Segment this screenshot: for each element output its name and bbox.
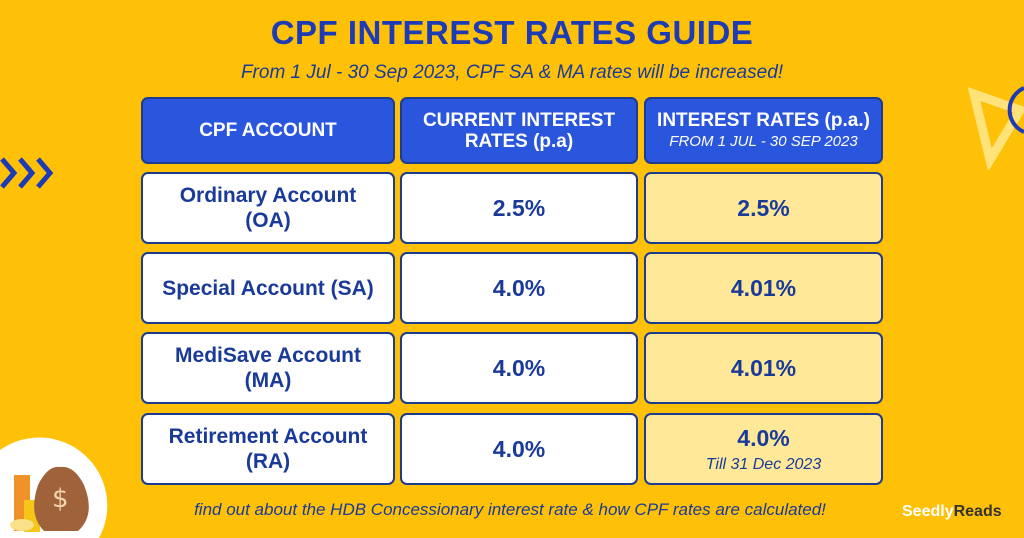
footer-link-text[interactable]: find out about the HDB Concessionary int… xyxy=(194,500,826,519)
rate-note: Till 31 Dec 2023 xyxy=(705,455,822,473)
chevrons-icon xyxy=(0,157,54,189)
brand-logo: SeedlyReads xyxy=(902,503,1002,520)
header-sublabel: FROM 1 JUL - 30 SEP 2023 xyxy=(669,132,858,150)
account-name: Ordinary Account (OA) xyxy=(179,184,357,232)
svg-text:$: $ xyxy=(52,484,69,514)
new-rate-cell: 4.01% xyxy=(644,332,883,404)
subtitle: From 1 Jul - 30 Sep 2023, CPF SA & MA ra… xyxy=(240,62,784,83)
new-rate-cell: 2.5% xyxy=(644,172,883,244)
account-cell: Retirement Account (RA) xyxy=(141,413,395,485)
header-new-rates: INTEREST RATES (p.a.) FROM 1 JUL - 30 SEP… xyxy=(644,97,883,164)
account-cell: MediSave Account (MA) xyxy=(141,332,395,404)
current-rate: 2.5% xyxy=(492,194,546,221)
current-rate: 4.0% xyxy=(492,274,546,301)
account-cell: Special Account (SA) xyxy=(141,252,395,324)
new-rate-cell: 4.01% xyxy=(644,252,883,324)
new-rate: 4.0% xyxy=(737,424,790,451)
triangle-decoration-icon xyxy=(967,86,1024,170)
current-rate: 4.0% xyxy=(492,435,546,462)
account-name: Special Account (SA) xyxy=(162,276,374,300)
header-cpf-account: CPF ACCOUNT xyxy=(141,97,395,164)
account-cell: Ordinary Account (OA) xyxy=(141,172,395,244)
new-rate: 2.5% xyxy=(737,194,790,221)
account-name: MediSave Account (MA) xyxy=(175,344,361,392)
header-label: INTEREST RATES (p.a.) xyxy=(657,109,870,131)
new-rate: 4.01% xyxy=(730,354,797,381)
current-rate-cell: 4.0% xyxy=(400,413,638,485)
new-rate: 4.01% xyxy=(730,274,797,301)
header-current-rates: CURRENT INTEREST RATES (p.a) xyxy=(400,97,638,164)
page-title: CPF INTEREST RATES GUIDE xyxy=(270,14,754,51)
account-name: Retirement Account (RA) xyxy=(168,425,368,473)
current-rate-cell: 4.0% xyxy=(400,252,638,324)
current-rate-cell: 2.5% xyxy=(400,172,638,244)
new-rate-cell: 4.0% Till 31 Dec 2023 xyxy=(644,413,883,485)
money-bag-icon: $ xyxy=(0,437,108,538)
current-rate-cell: 4.0% xyxy=(400,332,638,404)
header-label: CPF ACCOUNT xyxy=(199,120,337,141)
current-rate: 4.0% xyxy=(492,354,546,381)
header-label: CURRENT INTEREST RATES (p.a) xyxy=(422,109,616,152)
